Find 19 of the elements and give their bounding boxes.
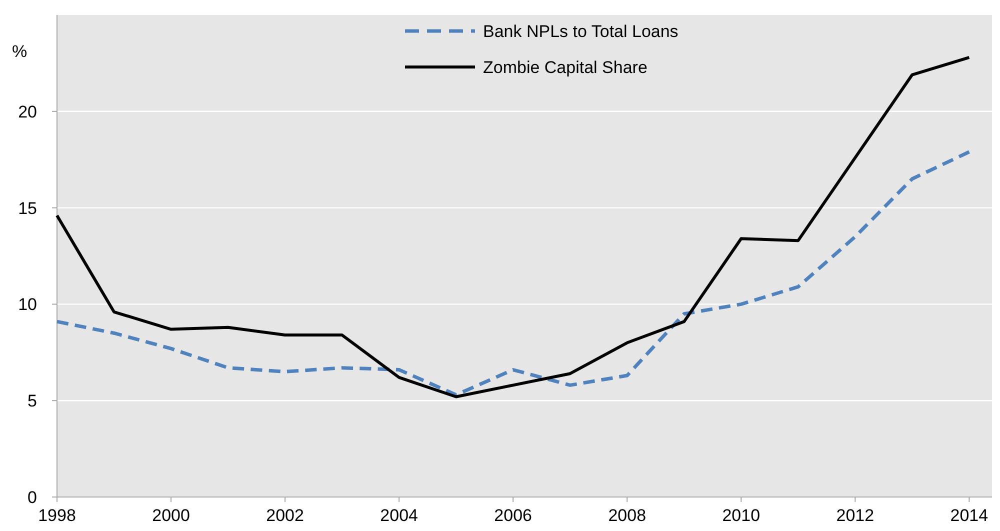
x-tick-label: 2006 (494, 506, 532, 525)
x-tick-label: 2000 (152, 506, 190, 525)
y-axis-title: % (12, 42, 28, 61)
x-tick-label: 2008 (608, 506, 646, 525)
x-tick-label: 1998 (38, 506, 76, 525)
x-tick-label: 2002 (266, 506, 304, 525)
y-tick-label: 0 (28, 488, 37, 507)
x-tick-label: 2014 (950, 506, 988, 525)
y-tick-label: 20 (18, 102, 37, 122)
legend-label: Bank NPLs to Total Loans (483, 22, 678, 41)
line-series (56, 56, 971, 398)
legend-label: Zombie Capital Share (483, 58, 648, 77)
line-series (55, 150, 971, 397)
x-tick-label: 2004 (380, 506, 418, 525)
y-tick-label: 10 (18, 295, 37, 314)
x-tick-label: 2010 (722, 506, 760, 525)
y-tick-label: 15 (18, 198, 37, 218)
y-tick-label: 5 (28, 392, 37, 411)
x-tick-label: 2012 (836, 506, 874, 525)
